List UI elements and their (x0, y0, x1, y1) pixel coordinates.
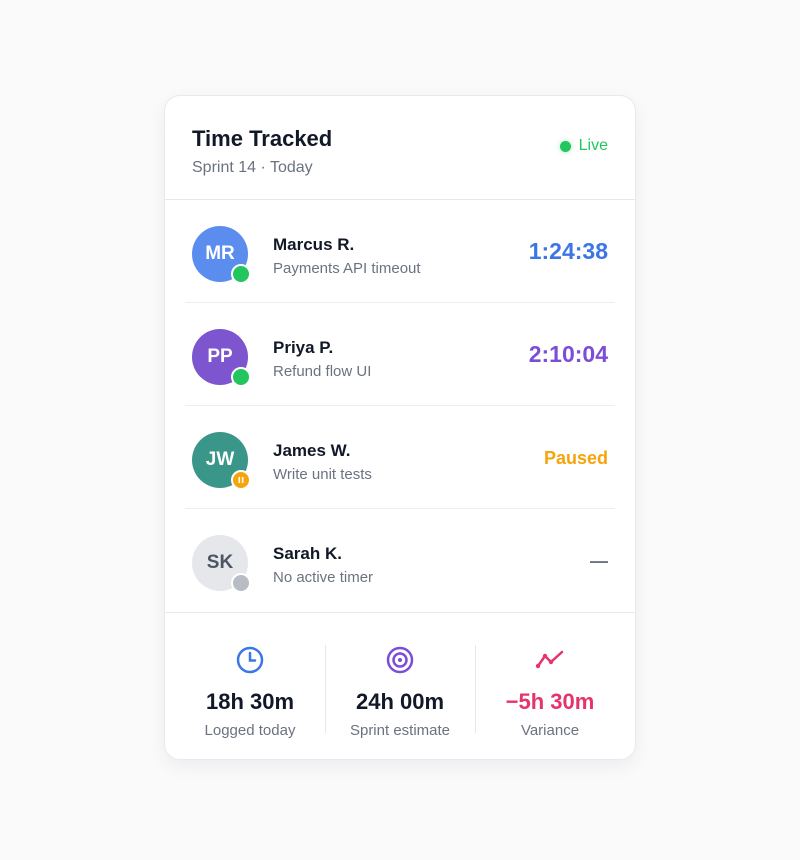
stat-sprint-estimate: 24h 00m Sprint estimate (325, 645, 475, 759)
stat-label: Variance (520, 722, 580, 739)
summary-stats: 18h 30m Logged today 24h 00m Sprint esti… (165, 612, 635, 759)
member-name: James W. (273, 441, 351, 460)
card-title: Time Tracked (192, 126, 333, 151)
avatar-initials: JW (205, 449, 235, 470)
target-icon (325, 645, 475, 675)
card-header: Time Tracked Sprint 14 · Today Live (165, 96, 635, 200)
pause-status-icon (231, 470, 251, 490)
avatar-initials: MR (205, 243, 235, 264)
stat-label: Logged today (204, 722, 296, 739)
avatar: MR (192, 226, 251, 284)
timer-value: 2:10:04 (528, 341, 608, 367)
timer-value: Paused (543, 448, 608, 468)
stat-value: 18h 30m (205, 689, 295, 714)
clock-icon (175, 645, 325, 675)
stat-value: −5h 30m (505, 689, 595, 714)
member-row[interactable]: MR Marcus R. Payments API timeout 1:24:3… (185, 200, 615, 303)
stat-label: Sprint estimate (349, 722, 451, 739)
live-label: Live (578, 137, 608, 154)
stat-logged-today: 18h 30m Logged today (175, 645, 325, 759)
time-tracked-card: Time Tracked Sprint 14 · Today Live MR M… (164, 95, 636, 760)
member-task: No active timer (273, 569, 374, 586)
member-row[interactable]: JW James W. Write unit tests Paused (185, 406, 615, 509)
live-dot-icon (559, 140, 571, 152)
avatar: PP (192, 329, 251, 387)
avatar-initials: SK (206, 552, 234, 573)
running-status-icon (231, 264, 251, 284)
member-row[interactable]: SK Sarah K. No active timer — (185, 509, 615, 611)
avatar: SK (192, 535, 251, 593)
timer-value: — (590, 551, 608, 571)
member-task: Payments API timeout (273, 260, 421, 277)
stat-value: 24h 00m (355, 689, 445, 714)
member-task: Write unit tests (273, 466, 372, 483)
member-list: MR Marcus R. Payments API timeout 1:24:3… (165, 200, 635, 611)
member-task: Refund flow UI (273, 363, 372, 380)
avatar-initials: PP (207, 346, 233, 367)
live-indicator: Live (559, 137, 608, 155)
card-subtitle: Sprint 14 · Today (192, 159, 313, 176)
member-name: Priya P. (273, 338, 334, 357)
member-row[interactable]: PP Priya P. Refund flow UI 2:10:04 (185, 303, 615, 406)
running-status-icon (231, 367, 251, 387)
trend-line-icon (475, 645, 625, 675)
idle-status-icon (231, 573, 251, 593)
avatar: JW (192, 432, 251, 490)
stat-variance: −5h 30m Variance (475, 645, 625, 759)
member-name: Sarah K. (273, 544, 342, 563)
timer-value: 1:24:38 (528, 238, 608, 264)
member-name: Marcus R. (273, 235, 355, 254)
